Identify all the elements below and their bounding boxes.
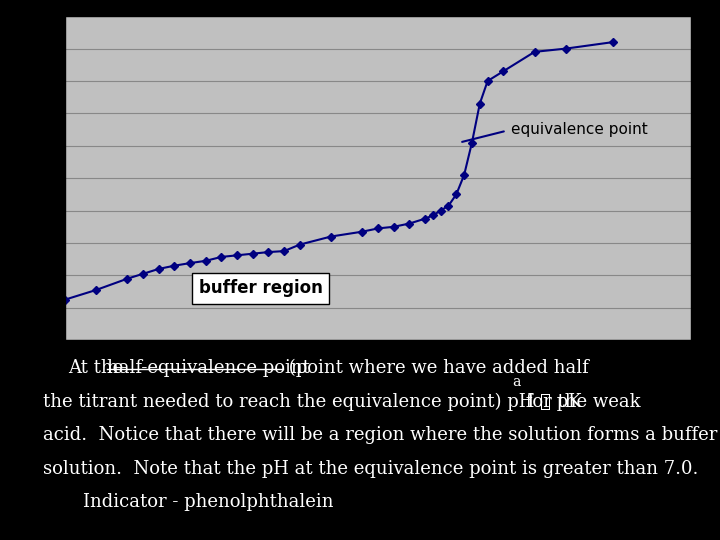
Text: (point where we have added half: (point where we have added half (283, 359, 589, 377)
Text: acid.  Notice that there will be a region where the solution forms a buffer: acid. Notice that there will be a region… (43, 426, 718, 444)
Text: equivalence point: equivalence point (462, 122, 648, 142)
Text: for the weak: for the weak (520, 393, 641, 410)
Text: At the: At the (68, 359, 130, 377)
Text: Indicator - phenolphthalein: Indicator - phenolphthalein (83, 493, 333, 511)
Text: half-equivalence point: half-equivalence point (107, 359, 310, 377)
Text: buffer region: buffer region (199, 279, 323, 298)
Text: a: a (513, 375, 521, 389)
Text: solution.  Note that the pH at the equivalence point is greater than 7.0.: solution. Note that the pH at the equiva… (43, 460, 698, 477)
Text: the titrant needed to reach the equivalence point) pH ≅ pK: the titrant needed to reach the equivale… (43, 393, 582, 411)
